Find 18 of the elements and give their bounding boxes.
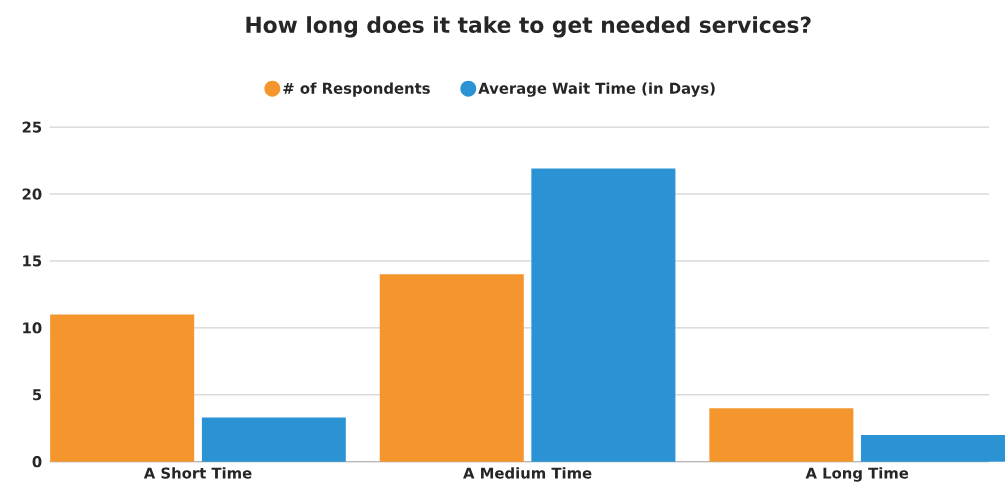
x-tick-label: A Medium Time: [463, 467, 592, 479]
y-tick-label: 15: [23, 255, 42, 267]
bar: [50, 314, 195, 462]
bar: [860, 435, 1005, 462]
y-tick-label: 5: [33, 389, 42, 401]
bar: [379, 274, 524, 462]
bar: [531, 168, 676, 462]
y-tick-label: 20: [22, 188, 42, 200]
y-tick-label: 10: [23, 322, 42, 334]
bar: [201, 417, 346, 462]
x-tick-label: A Short Time: [143, 467, 252, 479]
chart-title: How long does it take to get needed services?: [246, 16, 811, 38]
y-tick-label: 25: [22, 121, 42, 133]
bar: [709, 408, 854, 462]
x-tick-label: A Long Time: [805, 467, 909, 482]
y-tick-label: 0: [32, 456, 42, 468]
legend-label: Average Wait Time (in Days): [478, 82, 715, 98]
legend-label: # of Respondents: [283, 82, 430, 97]
